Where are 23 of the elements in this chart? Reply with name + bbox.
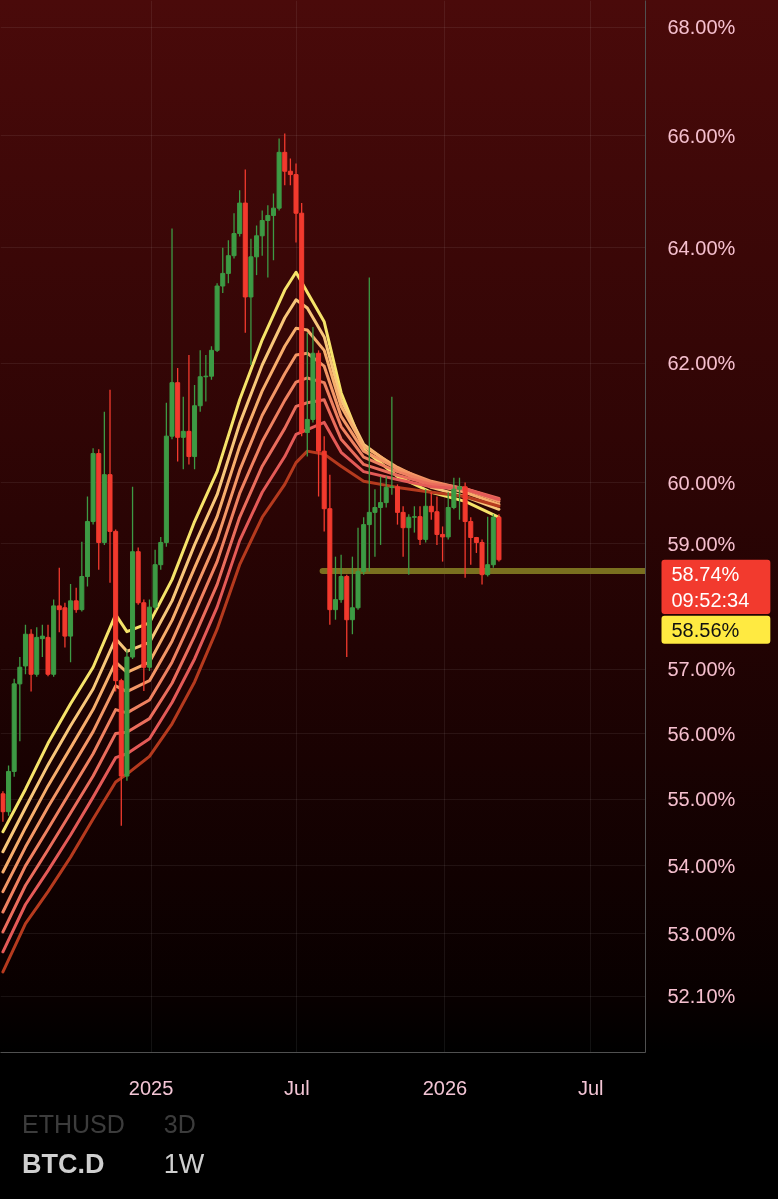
x-tick-label: Jul (284, 1076, 310, 1099)
y-tick-label: 68.00% (667, 16, 736, 39)
x-tick-label: 2025 (128, 1076, 174, 1099)
x-tick-label: Jul (577, 1076, 604, 1099)
text: ETHUSD (22, 1109, 125, 1138)
text: 3D (163, 1109, 196, 1138)
text: 1W (163, 1148, 205, 1179)
y-tick-label: 52.10% (667, 985, 736, 1008)
y-tick-label: 62.00% (667, 352, 736, 375)
y-tick-label: 59.00% (667, 532, 736, 555)
text: 09:52:34 (671, 589, 750, 612)
text: BTC.D (22, 1148, 105, 1179)
y-tick-label: 64.00% (667, 236, 736, 259)
y-tick-label: 53.00% (667, 922, 736, 945)
y-tick-label: 66.00% (667, 124, 736, 147)
y-tick-label: 55.00% (667, 788, 736, 811)
text: 58.74% (671, 562, 740, 585)
x-tick-label: 2026 (422, 1076, 468, 1099)
y-tick-label: 57.00% (667, 658, 736, 681)
data-label: 58.56% (671, 618, 740, 641)
y-tick-label: 56.00% (667, 722, 736, 745)
y-tick-label: 54.00% (667, 854, 736, 877)
y-tick-label: 60.00% (667, 471, 736, 494)
